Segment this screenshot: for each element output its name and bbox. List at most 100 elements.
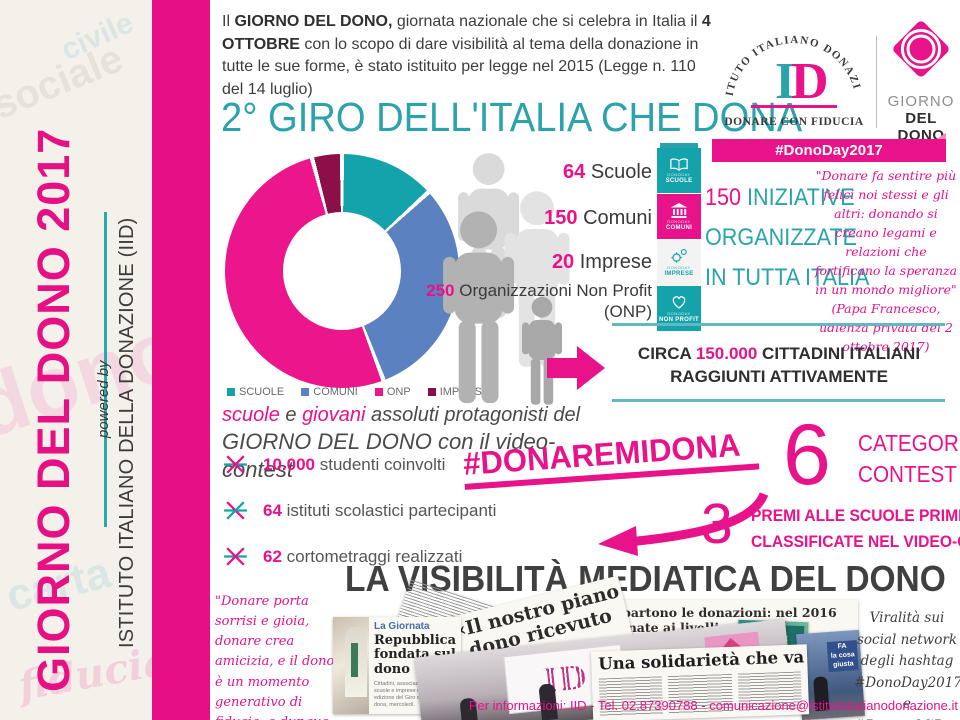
- badge-label: IMPRESE: [664, 271, 694, 277]
- vertical-divider-line: [104, 212, 107, 527]
- badge-label: NON PROFIT: [659, 317, 699, 323]
- quote-text: "Donare porta sorrisi e gioia, donare cr…: [215, 594, 335, 720]
- donoday-ribbon: #DonoDay2017: [712, 133, 946, 162]
- ribbon-fold: [936, 133, 946, 139]
- mattarella-quote: "Donare porta sorrisi e gioia, donare cr…: [215, 592, 337, 720]
- stat-value: 250: [426, 281, 455, 300]
- donoday-hashtag: #DonoDay2017: [775, 142, 883, 159]
- iid-monogram-i: I: [775, 53, 795, 110]
- iid-logo: ISTITUTO ITALIANO DONAZIONE I D DONARE C…: [708, 0, 875, 134]
- initiatives-line: INIZIATIVE: [741, 184, 855, 211]
- book-icon: [670, 157, 688, 171]
- intro-bold-date: 4 OTTOBRE: [222, 13, 711, 53]
- stat-label: Scuole: [585, 161, 652, 183]
- bullet-value: 62: [263, 546, 282, 566]
- prizes-labels: PREMI ALLE SCUOLE PRIME CLASSIFICATE NEL…: [751, 503, 960, 555]
- event-title-vertical: GIORNO DEL DONO 2017: [28, 127, 79, 692]
- contest-line: CATEGORIE: [858, 430, 960, 456]
- stat-onp: 250 Organizzazioni Non Profit (ONP): [420, 280, 652, 323]
- iid-tagline: DONARE CON FIDUCIA: [724, 116, 864, 128]
- legend-swatch: [227, 388, 235, 396]
- legend-item: ONP: [374, 386, 411, 398]
- bullet-label: istituti scolastici partecipanti: [281, 500, 497, 520]
- quote-attribution: (Papa Francesco, udienza privata del 2 o…: [819, 301, 953, 354]
- text: assoluti protagonisti del: [365, 404, 581, 426]
- initiatives-line: IN TUTTA ITALIA: [705, 264, 870, 291]
- curved-arrow-icon: [556, 492, 771, 563]
- donut-chart-hole: [283, 212, 401, 330]
- reach-pre: CIRCA: [637, 344, 696, 363]
- badge-top-label: DONODAY: [667, 171, 691, 177]
- badge-imprese: DONODAY IMPRESE: [657, 240, 701, 285]
- legend-swatch: [374, 388, 383, 396]
- stat-value: 150: [544, 207, 578, 229]
- intro-text: con lo scopo di dare visibilità al tema …: [222, 35, 699, 99]
- initiatives-value: 150: [705, 184, 742, 211]
- divider-line: [612, 399, 945, 402]
- legend-swatch: [427, 388, 436, 396]
- bullet-cortometraggi: 62 cortometraggi realizzati: [222, 543, 462, 570]
- social-virality-note: Viralità sui social network degli hashta…: [854, 610, 960, 720]
- bullet-value: 10.000: [263, 454, 315, 474]
- intro-text: giornata nazionale che si celebra in Ita…: [392, 13, 702, 30]
- giorno-del-dono-logo: GIORNO DEL DONO: [884, 12, 958, 144]
- text-line2: GIORNO DEL DONO con il video-contest: [222, 429, 556, 482]
- badge-top-label: DONODAY: [667, 218, 691, 224]
- clip-body: Cittadini, associazioni, Comuni, scuole …: [373, 680, 452, 709]
- iid-logo-graphic: ISTITUTO ITALIANO DONAZIONE I D DONARE C…: [708, 0, 864, 128]
- organization-name-vertical: ISTITUTO ITALIANO DELLA DONAZIONE (IID): [116, 217, 138, 648]
- stat-label: Comuni: [577, 207, 652, 229]
- clip-headline: Una solidarietà che va oltre le emergenz…: [597, 644, 809, 674]
- bullet-value: 64: [263, 500, 282, 520]
- initiatives-block: 150 INIZIATIVE ORGANIZZATE IN TUTTA ITAL…: [705, 178, 869, 298]
- arrow-right-icon: [547, 341, 605, 400]
- footer-contact-info: Per informazioni: IID - Tel. 02.87390788…: [468, 698, 958, 713]
- stat-scuole: 64 Scuole: [420, 161, 652, 184]
- clip-kicker: La Giornata: [373, 621, 430, 632]
- prizes-line: CLASSIFICATE NEL VIDEO-CONTEST: [751, 532, 960, 551]
- clip-headline: Repubblica fondata sul dono: [373, 633, 456, 677]
- gdd-diamond-icon: [893, 21, 949, 77]
- intro-paragraph: Il GIORNO DEL DONO, giornata nazionale c…: [222, 11, 714, 102]
- logo-divider: [876, 36, 877, 128]
- reach-value: 150.000: [695, 344, 758, 363]
- legend-item: SCUOLE: [227, 386, 284, 398]
- badge-top-label: DONODAY: [667, 311, 691, 316]
- intro-text: Il: [222, 13, 235, 30]
- iid-monogram-d: D: [791, 53, 829, 110]
- initiatives-line: ORGANIZZATE: [705, 224, 858, 251]
- stat-comuni: 150 Comuni: [420, 207, 652, 230]
- bullet-label: studenti coinvolti: [315, 454, 446, 474]
- magenta-accent-bar: [152, 0, 210, 720]
- quote-text: "Donare fa sentire più felici noi stessi…: [814, 168, 958, 297]
- contest-labels: CATEGORIE CONTEST: [858, 428, 960, 490]
- stat-value: 64: [563, 161, 586, 183]
- category-badges: DONODAY SCUOLE DONODAY COMUNI DONODAY IM…: [657, 148, 701, 332]
- legend-label: ONP: [386, 386, 411, 398]
- highlight-giovani: giovani: [302, 404, 366, 426]
- asterisk-icon: [224, 455, 247, 474]
- badge-label: SCUOLE: [665, 177, 693, 184]
- prizes-line: PREMI ALLE SCUOLE PRIME: [751, 506, 960, 525]
- legend-item: COMUNI: [301, 386, 358, 398]
- badge-comuni: DONODAY COMUNI: [657, 194, 701, 239]
- stat-label: Organizzazioni Non Profit (ONP): [454, 281, 652, 322]
- highlight-scuole: scuole: [222, 404, 280, 426]
- bank-icon: [670, 202, 688, 218]
- reach-post: CITTADINI ITALIANI RAGGIUNTI ATTIVAMENTE: [670, 344, 921, 386]
- title-underline: [660, 143, 698, 150]
- tv-caption: giusta: [832, 659, 854, 669]
- badge-top-label: DONODAY: [667, 265, 691, 270]
- contest-number: 6: [783, 407, 831, 503]
- left-sidebar: sociale civile dono carta fiducia GIORNO…: [0, 0, 152, 720]
- asterisk-icon: [224, 547, 247, 566]
- section-title-giro: 2° GIRO DELL'ITALIA CHE DONA: [221, 94, 803, 140]
- contest-line: CONTEST: [858, 461, 957, 487]
- clip-photo: [333, 617, 369, 714]
- bullet-label: cortometraggi realizzati: [281, 546, 463, 566]
- tv-caption: la cosa: [830, 651, 855, 660]
- protagonists-statement: scuole e giovani assoluti protagonisti d…: [222, 403, 592, 483]
- badge-scuole: DONODAY SCUOLE: [657, 148, 701, 193]
- asterisk-icon: [224, 501, 247, 520]
- reach-statement: CIRCA 150.000 CITTADINI ITALIANI RAGGIUN…: [613, 343, 945, 389]
